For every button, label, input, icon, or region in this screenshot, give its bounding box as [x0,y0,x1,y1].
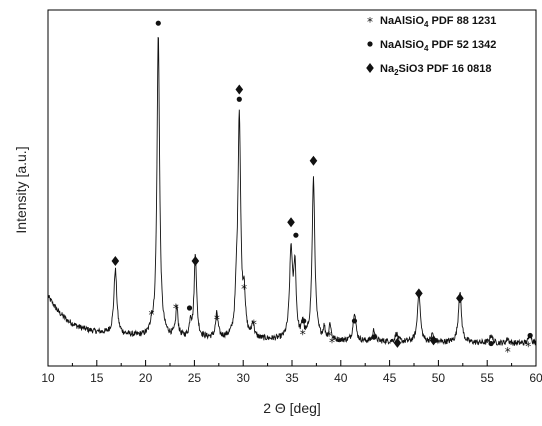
peak-marker-asterisk: * [329,335,335,349]
x-tick-label: 20 [139,371,153,385]
peak-marker-diamond [309,155,318,166]
x-tick-label: 50 [432,371,446,385]
peak-marker-diamond [456,293,464,304]
peak-marker-circle [488,340,494,347]
peak-marker-diamond [429,335,438,346]
peak-marker-circle [371,334,377,340]
peak-marker-circle [236,96,242,102]
peak-marker-circle [293,232,299,238]
peak-marker-diamond [415,288,423,299]
peak-marker-circle [351,318,358,324]
peak-marker-diamond [287,217,295,228]
peak-marker-asterisk: * [214,313,220,327]
peak-marker-circle [527,332,533,339]
peak-marker-asterisk: * [525,340,531,354]
x-tick-label: 35 [285,371,299,385]
legend: * NaAlSiO4 PDF 88 1231 NaAlSiO4 PDF 52 134… [366,15,496,77]
peak-marker-diamond [393,337,402,348]
legend-entry-1: NaAlSiO4 PDF 88 1231 [380,15,496,29]
x-tick-label: 10 [41,371,55,385]
y-axis-title: Intensity [a.u.] [13,146,29,233]
peak-marker-circle [186,305,193,311]
x-tick-label: 40 [334,371,348,385]
peak-marker-asterisk: * [251,318,257,332]
x-tick-label: 55 [481,371,495,385]
x-tick-label: 30 [237,371,251,385]
legend-marker-asterisk: * [367,15,373,29]
legend-marker-diamond [366,63,374,73]
x-tick-label: 60 [529,371,542,385]
legend-marker-circle [367,41,373,47]
peak-marker-diamond [111,256,120,267]
peak-marker-circle [301,318,307,324]
peak-marker-asterisk: * [148,308,154,322]
peak-marker-asterisk: * [326,329,332,343]
peak-markers: * ***** *** * [111,20,533,359]
peak-marker-asterisk: * [300,327,306,341]
x-tick-label: 25 [188,371,202,385]
x-axis: 10 15 20 25 30 35 40 45 50 55 60 [41,360,542,385]
x-tick-label: 45 [383,371,397,385]
peak-marker-circle [155,20,161,26]
x-axis-title: 2 Θ [deg] [263,400,321,416]
legend-entry-2: NaAlSiO4 PDF 52 1342 [380,39,496,53]
xrd-pattern-line [47,37,537,347]
plot-area [47,37,537,347]
legend-entry-3: Na2SiO3 PDF 16 0818 [380,63,491,77]
peak-marker-diamond [191,256,200,267]
x-tick-label: 15 [90,371,104,385]
peak-marker-asterisk: * [173,301,179,315]
peak-marker-asterisk: * [241,282,247,296]
peak-marker-asterisk: * [505,345,511,359]
peak-marker-diamond [235,84,244,95]
